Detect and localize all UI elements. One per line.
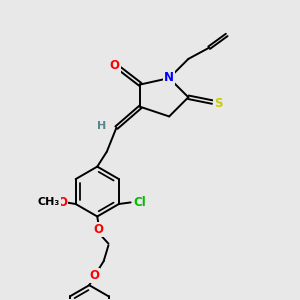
Text: S: S (214, 97, 222, 110)
Text: O: O (94, 223, 104, 236)
Text: N: N (164, 71, 174, 84)
Text: O: O (57, 196, 67, 209)
Text: O: O (110, 59, 120, 72)
Text: Cl: Cl (133, 196, 146, 209)
Text: CH₃: CH₃ (38, 197, 60, 207)
Text: O: O (89, 269, 99, 282)
Text: H: H (98, 121, 107, 131)
